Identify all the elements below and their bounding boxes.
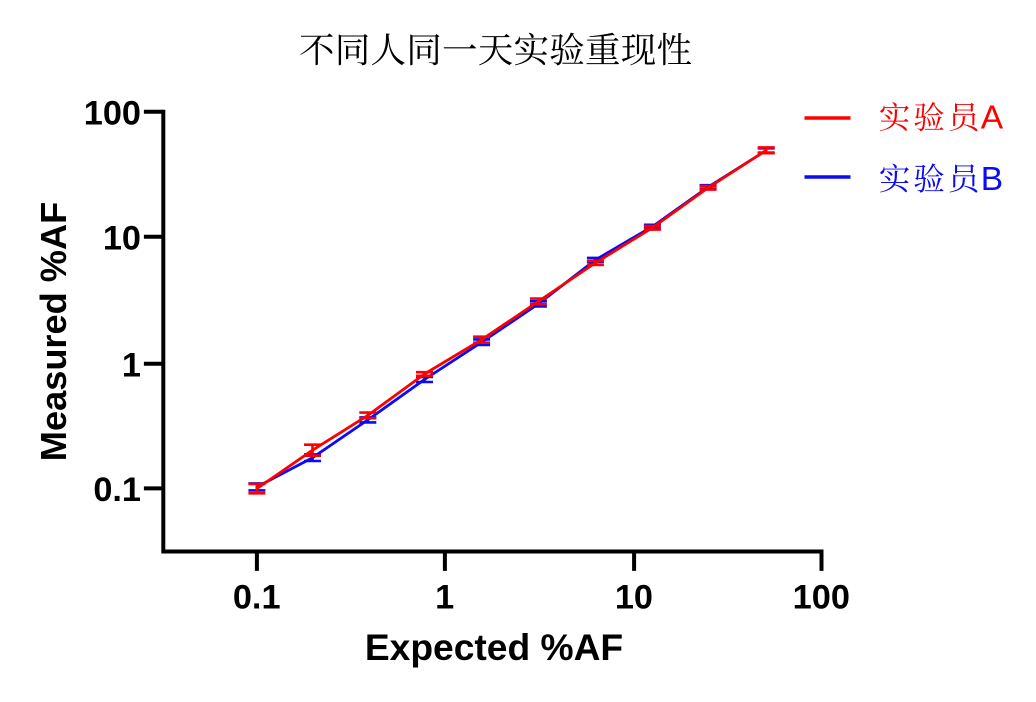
svg-text:Measured %AF: Measured %AF	[33, 202, 74, 461]
svg-text:0.1: 0.1	[93, 471, 141, 509]
svg-text:1: 1	[122, 347, 141, 385]
svg-text:B: B	[981, 161, 1003, 198]
svg-text:10: 10	[103, 220, 141, 258]
svg-text:100: 100	[793, 579, 850, 617]
svg-text:100: 100	[84, 95, 141, 133]
svg-text:0.1: 0.1	[233, 579, 281, 617]
svg-text:Expected %AF: Expected %AF	[365, 626, 623, 668]
svg-text:10: 10	[615, 579, 653, 617]
svg-text:A: A	[981, 100, 1004, 137]
svg-text:1: 1	[435, 579, 454, 617]
